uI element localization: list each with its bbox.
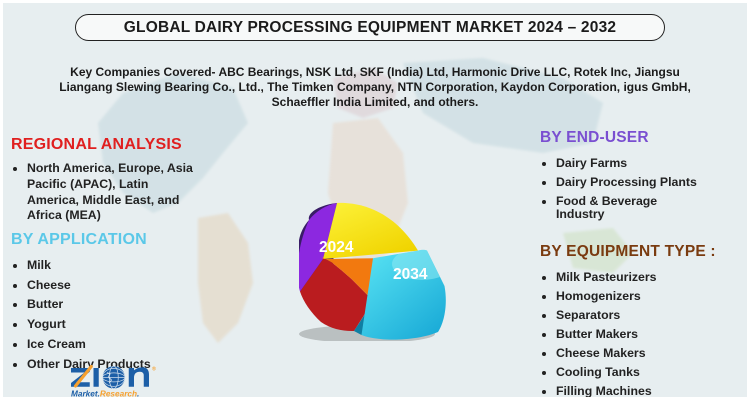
svg-text:®: ® <box>152 365 156 372</box>
svg-text:2024: 2024 <box>319 239 354 256</box>
svg-text:2034: 2034 <box>393 266 428 283</box>
svg-text:Market.Research.: Market.Research. <box>71 390 139 398</box>
